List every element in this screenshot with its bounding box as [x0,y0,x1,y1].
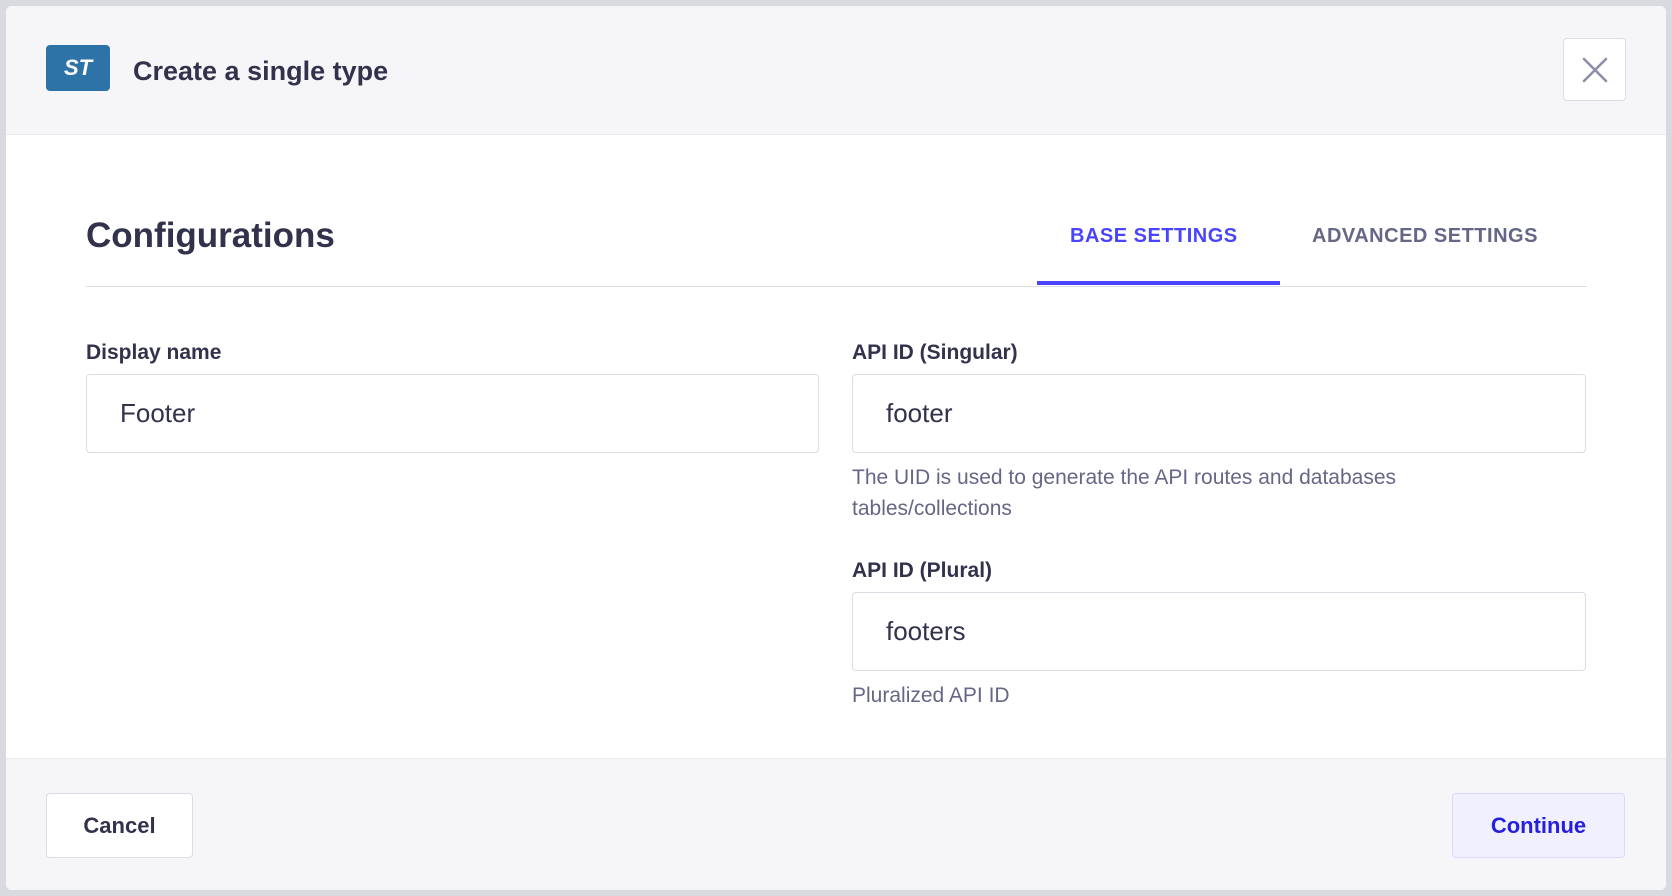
api-id-singular-hint: The UID is used to generate the API rout… [852,466,1397,520]
display-name-input[interactable]: Footer [86,374,819,453]
tab-base-settings[interactable]: BASE SETTINGS [1070,225,1238,247]
api-id-plural-hint: Pluralized API ID [852,684,1010,707]
create-single-type-modal: ST Create a single type Configurations B… [6,6,1666,890]
display-name-label: Display name [86,341,222,364]
modal-header: ST Create a single type [6,6,1666,135]
tabs-divider [86,286,1587,287]
continue-button[interactable]: Continue [1452,793,1625,858]
section-heading: Configurations [86,216,335,255]
cancel-button[interactable]: Cancel [46,793,193,858]
tab-advanced-settings[interactable]: ADVANCED SETTINGS [1312,225,1538,247]
api-id-plural-label: API ID (Plural) [852,559,993,582]
close-icon [1582,57,1607,82]
api-id-plural-input[interactable]: footers [852,592,1586,671]
active-tab-indicator [1037,281,1280,285]
modal-title: Create a single type [133,56,389,86]
close-button[interactable] [1563,38,1626,101]
modal-footer: Cancel Continue [6,758,1666,890]
api-id-singular-input[interactable]: footer [852,374,1586,453]
api-id-singular-label: API ID (Singular) [852,341,1018,364]
single-type-badge: ST [46,45,110,91]
